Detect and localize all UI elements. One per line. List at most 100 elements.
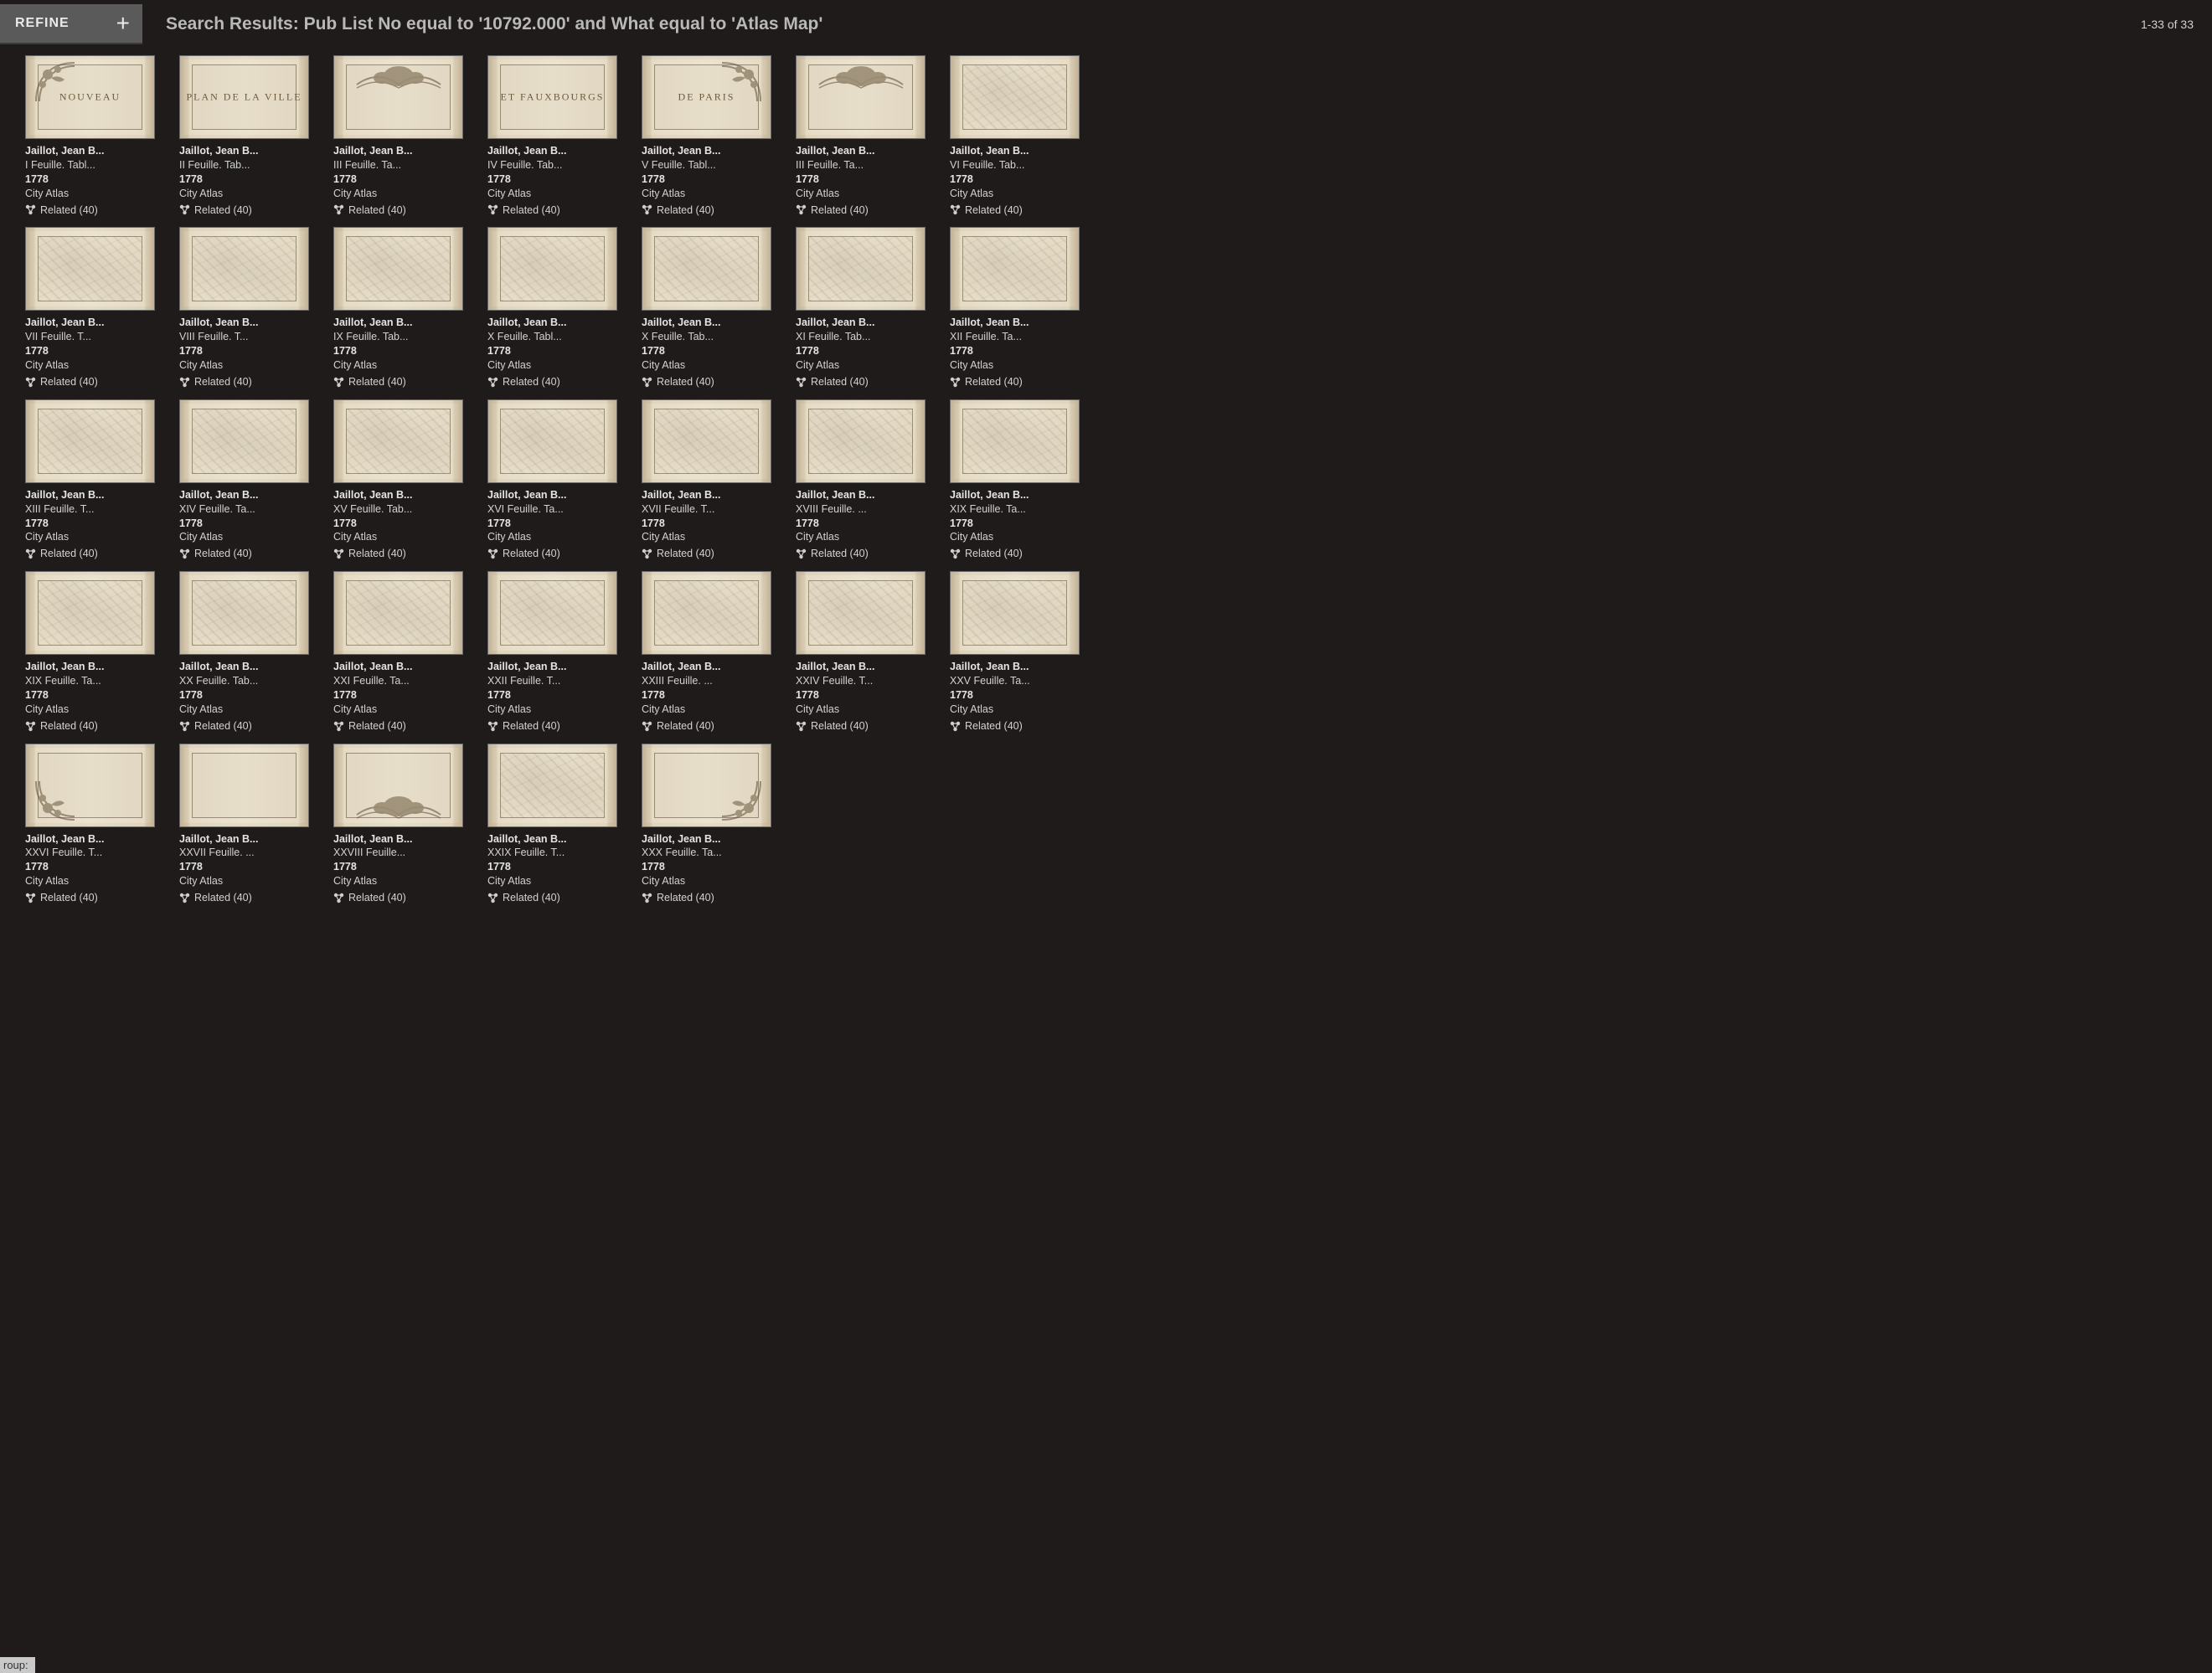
thumbnail[interactable] <box>333 571 463 655</box>
title-link[interactable]: IX Feuille. Tab... <box>333 330 476 344</box>
thumbnail[interactable] <box>25 227 155 311</box>
title-link[interactable]: XXX Feuille. Ta... <box>642 846 784 860</box>
thumbnail[interactable] <box>796 571 926 655</box>
thumbnail[interactable] <box>796 399 926 483</box>
thumbnail[interactable] <box>179 744 309 827</box>
title-link[interactable]: XVII Feuille. T... <box>642 502 784 517</box>
thumbnail[interactable] <box>333 744 463 827</box>
thumbnail[interactable] <box>179 399 309 483</box>
title-link[interactable]: IV Feuille. Tab... <box>487 158 630 172</box>
related-link[interactable]: Related (40) <box>179 719 322 734</box>
related-link[interactable]: Related (40) <box>796 203 938 218</box>
title-link[interactable]: XXI Feuille. Ta... <box>333 674 476 688</box>
title-link[interactable]: XIV Feuille. Ta... <box>179 502 322 517</box>
author-link[interactable]: Jaillot, Jean B... <box>487 144 630 158</box>
title-link[interactable]: I Feuille. Tabl... <box>25 158 168 172</box>
author-link[interactable]: Jaillot, Jean B... <box>642 832 784 847</box>
author-link[interactable]: Jaillot, Jean B... <box>179 832 322 847</box>
thumbnail[interactable] <box>642 399 771 483</box>
thumbnail[interactable] <box>25 571 155 655</box>
title-link[interactable]: XXVI Feuille. T... <box>25 846 168 860</box>
related-link[interactable]: Related (40) <box>179 375 322 389</box>
title-link[interactable]: II Feuille. Tab... <box>179 158 322 172</box>
title-link[interactable]: VI Feuille. Tab... <box>950 158 1092 172</box>
related-link[interactable]: Related (40) <box>25 375 168 389</box>
author-link[interactable]: Jaillot, Jean B... <box>333 832 476 847</box>
title-link[interactable]: XIX Feuille. Ta... <box>25 674 168 688</box>
author-link[interactable]: Jaillot, Jean B... <box>333 316 476 330</box>
author-link[interactable]: Jaillot, Jean B... <box>642 316 784 330</box>
title-link[interactable]: XXIV Feuille. T... <box>796 674 938 688</box>
author-link[interactable]: Jaillot, Jean B... <box>487 660 630 674</box>
thumbnail[interactable] <box>25 744 155 827</box>
author-link[interactable]: Jaillot, Jean B... <box>333 488 476 502</box>
related-link[interactable]: Related (40) <box>25 547 168 561</box>
related-link[interactable]: Related (40) <box>25 891 168 905</box>
thumbnail[interactable] <box>950 55 1080 139</box>
thumbnail[interactable] <box>950 399 1080 483</box>
thumbnail[interactable] <box>333 399 463 483</box>
thumbnail[interactable] <box>487 399 617 483</box>
author-link[interactable]: Jaillot, Jean B... <box>796 488 938 502</box>
author-link[interactable]: Jaillot, Jean B... <box>25 144 168 158</box>
related-link[interactable]: Related (40) <box>796 375 938 389</box>
related-link[interactable]: Related (40) <box>950 203 1092 218</box>
related-link[interactable]: Related (40) <box>25 203 168 218</box>
title-link[interactable]: XXVII Feuille. ... <box>179 846 322 860</box>
related-link[interactable]: Related (40) <box>950 375 1092 389</box>
title-link[interactable]: XVI Feuille. Ta... <box>487 502 630 517</box>
thumbnail[interactable]: DE PARIS <box>642 55 771 139</box>
author-link[interactable]: Jaillot, Jean B... <box>950 144 1092 158</box>
author-link[interactable]: Jaillot, Jean B... <box>333 660 476 674</box>
related-link[interactable]: Related (40) <box>642 375 784 389</box>
thumbnail[interactable] <box>333 227 463 311</box>
author-link[interactable]: Jaillot, Jean B... <box>179 488 322 502</box>
author-link[interactable]: Jaillot, Jean B... <box>642 660 784 674</box>
author-link[interactable]: Jaillot, Jean B... <box>25 832 168 847</box>
refine-button[interactable]: REFINE + <box>0 4 142 44</box>
related-link[interactable]: Related (40) <box>333 891 476 905</box>
related-link[interactable]: Related (40) <box>333 203 476 218</box>
author-link[interactable]: Jaillot, Jean B... <box>179 660 322 674</box>
thumbnail[interactable] <box>796 55 926 139</box>
title-link[interactable]: XII Feuille. Ta... <box>950 330 1092 344</box>
title-link[interactable]: VIII Feuille. T... <box>179 330 322 344</box>
title-link[interactable]: XIII Feuille. T... <box>25 502 168 517</box>
related-link[interactable]: Related (40) <box>179 547 322 561</box>
author-link[interactable]: Jaillot, Jean B... <box>796 144 938 158</box>
thumbnail[interactable] <box>487 744 617 827</box>
related-link[interactable]: Related (40) <box>642 891 784 905</box>
related-link[interactable]: Related (40) <box>333 375 476 389</box>
related-link[interactable]: Related (40) <box>487 203 630 218</box>
related-link[interactable]: Related (40) <box>487 719 630 734</box>
title-link[interactable]: XIX Feuille. Ta... <box>950 502 1092 517</box>
related-link[interactable]: Related (40) <box>487 547 630 561</box>
related-link[interactable]: Related (40) <box>487 375 630 389</box>
title-link[interactable]: III Feuille. Ta... <box>333 158 476 172</box>
author-link[interactable]: Jaillot, Jean B... <box>333 144 476 158</box>
related-link[interactable]: Related (40) <box>642 203 784 218</box>
related-link[interactable]: Related (40) <box>642 719 784 734</box>
thumbnail[interactable] <box>487 571 617 655</box>
thumbnail[interactable] <box>950 227 1080 311</box>
title-link[interactable]: XXII Feuille. T... <box>487 674 630 688</box>
author-link[interactable]: Jaillot, Jean B... <box>950 660 1092 674</box>
thumbnail[interactable] <box>642 744 771 827</box>
related-link[interactable]: Related (40) <box>25 719 168 734</box>
author-link[interactable]: Jaillot, Jean B... <box>179 316 322 330</box>
author-link[interactable]: Jaillot, Jean B... <box>179 144 322 158</box>
thumbnail[interactable] <box>487 227 617 311</box>
title-link[interactable]: V Feuille. Tabl... <box>642 158 784 172</box>
related-link[interactable]: Related (40) <box>179 203 322 218</box>
related-link[interactable]: Related (40) <box>950 719 1092 734</box>
title-link[interactable]: XXIII Feuille. ... <box>642 674 784 688</box>
title-link[interactable]: X Feuille. Tabl... <box>487 330 630 344</box>
author-link[interactable]: Jaillot, Jean B... <box>642 144 784 158</box>
related-link[interactable]: Related (40) <box>642 547 784 561</box>
related-link[interactable]: Related (40) <box>179 891 322 905</box>
author-link[interactable]: Jaillot, Jean B... <box>796 316 938 330</box>
title-link[interactable]: X Feuille. Tab... <box>642 330 784 344</box>
related-link[interactable]: Related (40) <box>333 719 476 734</box>
thumbnail[interactable] <box>796 227 926 311</box>
title-link[interactable]: XXVIII Feuille... <box>333 846 476 860</box>
